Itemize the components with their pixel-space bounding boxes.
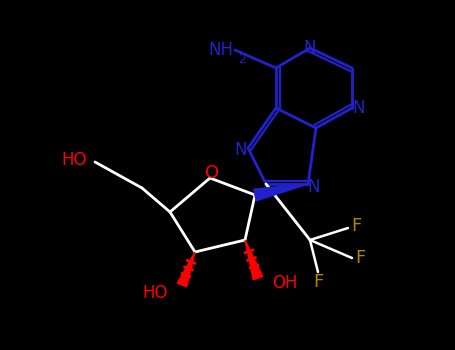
Text: HO: HO	[142, 284, 168, 302]
Text: N: N	[353, 99, 365, 117]
Text: OH: OH	[272, 274, 298, 292]
Text: F: F	[351, 217, 361, 235]
Text: F: F	[313, 273, 323, 291]
Text: N: N	[304, 39, 316, 57]
Text: N: N	[235, 141, 247, 159]
Text: F: F	[355, 249, 365, 267]
Text: N: N	[308, 178, 320, 196]
Text: HO: HO	[61, 151, 87, 169]
Text: NH: NH	[208, 41, 233, 59]
Polygon shape	[254, 184, 308, 201]
Polygon shape	[245, 240, 263, 280]
Text: 2: 2	[238, 53, 246, 66]
Polygon shape	[177, 252, 195, 287]
Text: O: O	[205, 164, 219, 182]
